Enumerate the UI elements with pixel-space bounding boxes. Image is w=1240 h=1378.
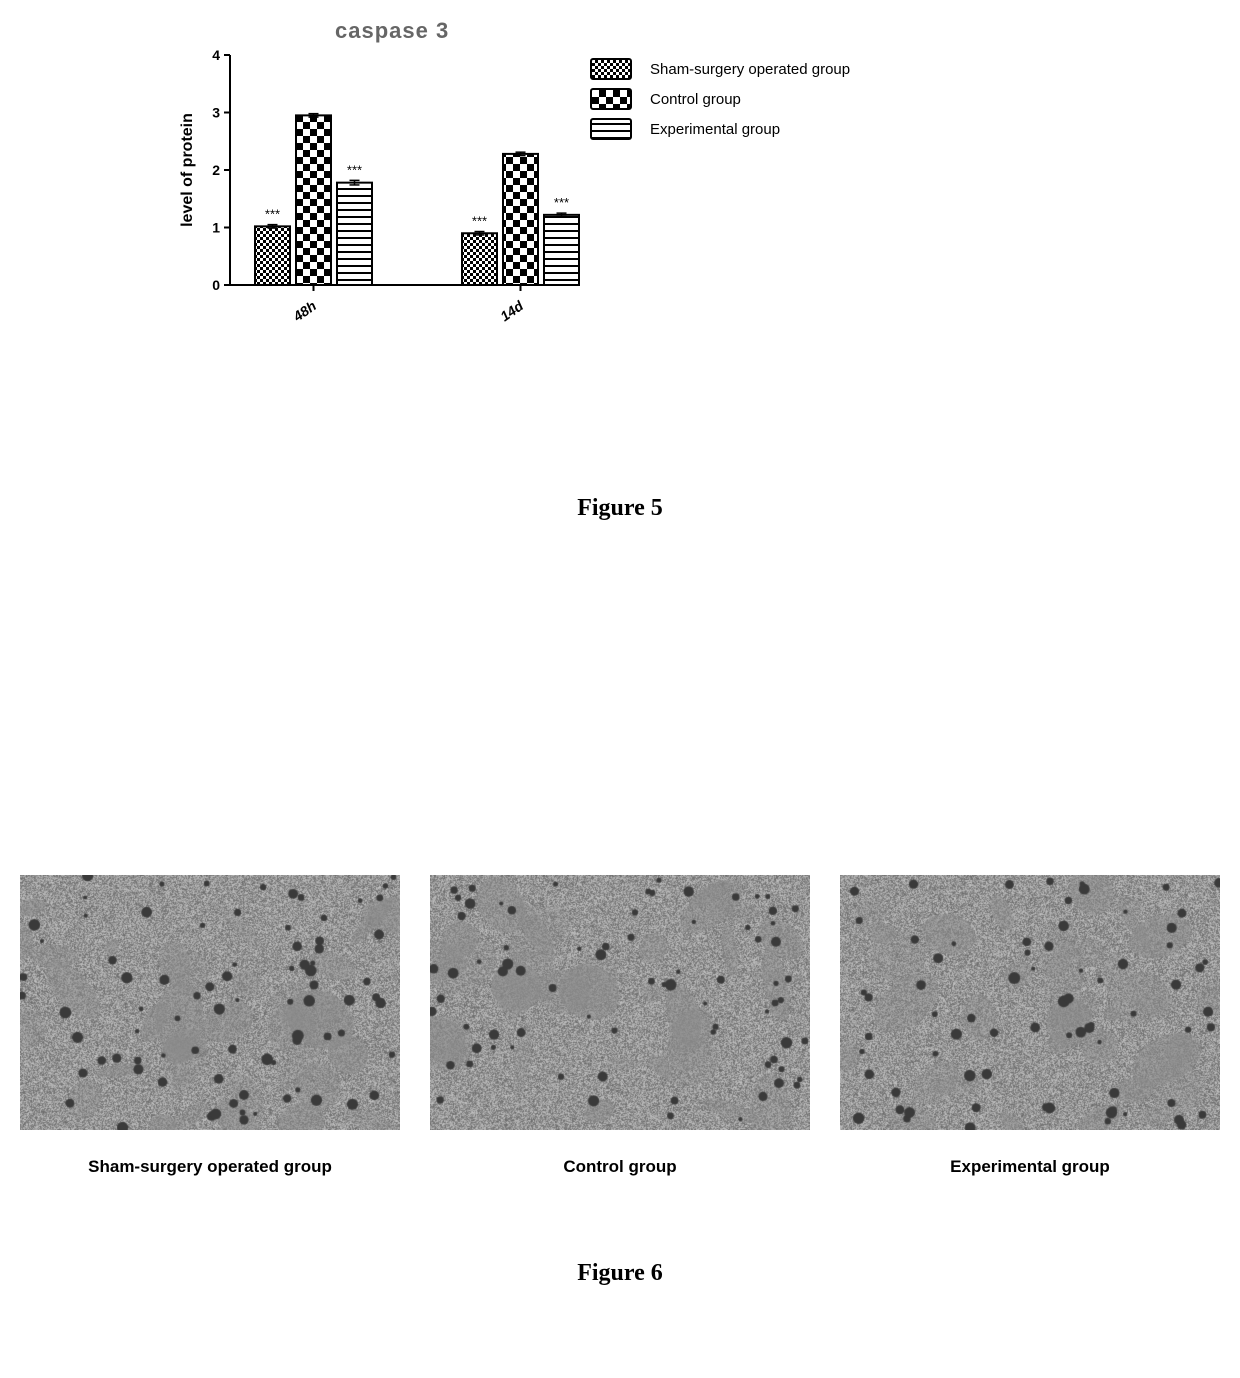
micrograph-row: Sham-surgery operated group Control grou… [20, 875, 1220, 1177]
chart-title: caspase 3 [335, 18, 449, 44]
chart-legend: Sham-surgery operated group Control grou… [590, 58, 850, 148]
svg-text:48h: 48h [289, 297, 319, 325]
legend-swatch-control [590, 88, 632, 110]
legend-item-control: Control group [590, 88, 850, 110]
svg-text:***: *** [347, 162, 362, 177]
micrograph-panel-control: Control group [430, 875, 810, 1177]
svg-text:2: 2 [212, 162, 220, 178]
micrograph-label-experimental: Experimental group [840, 1157, 1220, 1177]
micrograph-panel-experimental: Experimental group [840, 875, 1220, 1177]
micrograph-label-control: Control group [430, 1157, 810, 1177]
svg-text:3: 3 [212, 105, 220, 121]
legend-label-sham: Sham-surgery operated group [650, 61, 850, 78]
legend-swatch-sham [590, 58, 632, 80]
legend-label-experimental: Experimental group [650, 121, 780, 138]
svg-text:***: *** [554, 195, 569, 210]
svg-text:1: 1 [212, 220, 220, 236]
svg-text:level of protein: level of protein [179, 113, 196, 227]
legend-label-control: Control group [650, 91, 741, 108]
svg-text:0: 0 [212, 277, 220, 293]
legend-item-experimental: Experimental group [590, 118, 850, 140]
svg-text:4: 4 [212, 47, 220, 63]
micrograph-control [430, 875, 810, 1130]
micrograph-experimental [840, 875, 1220, 1130]
svg-text:***: *** [472, 214, 487, 229]
micrograph-sham [20, 875, 400, 1130]
caspase3-bar-chart: 0 1 2 3 4 level of protein *** *** 48h *** *** 14d [170, 45, 590, 375]
legend-item-sham: Sham-surgery operated group [590, 58, 850, 80]
svg-text:14d: 14d [497, 297, 526, 324]
micrograph-panel-sham: Sham-surgery operated group [20, 875, 400, 1177]
svg-text:***: *** [265, 207, 280, 222]
figure6-caption: Figure 6 [0, 1260, 1240, 1287]
micrograph-label-sham: Sham-surgery operated group [20, 1157, 400, 1177]
figure5-caption: Figure 5 [0, 495, 1240, 522]
legend-swatch-experimental [590, 118, 632, 140]
